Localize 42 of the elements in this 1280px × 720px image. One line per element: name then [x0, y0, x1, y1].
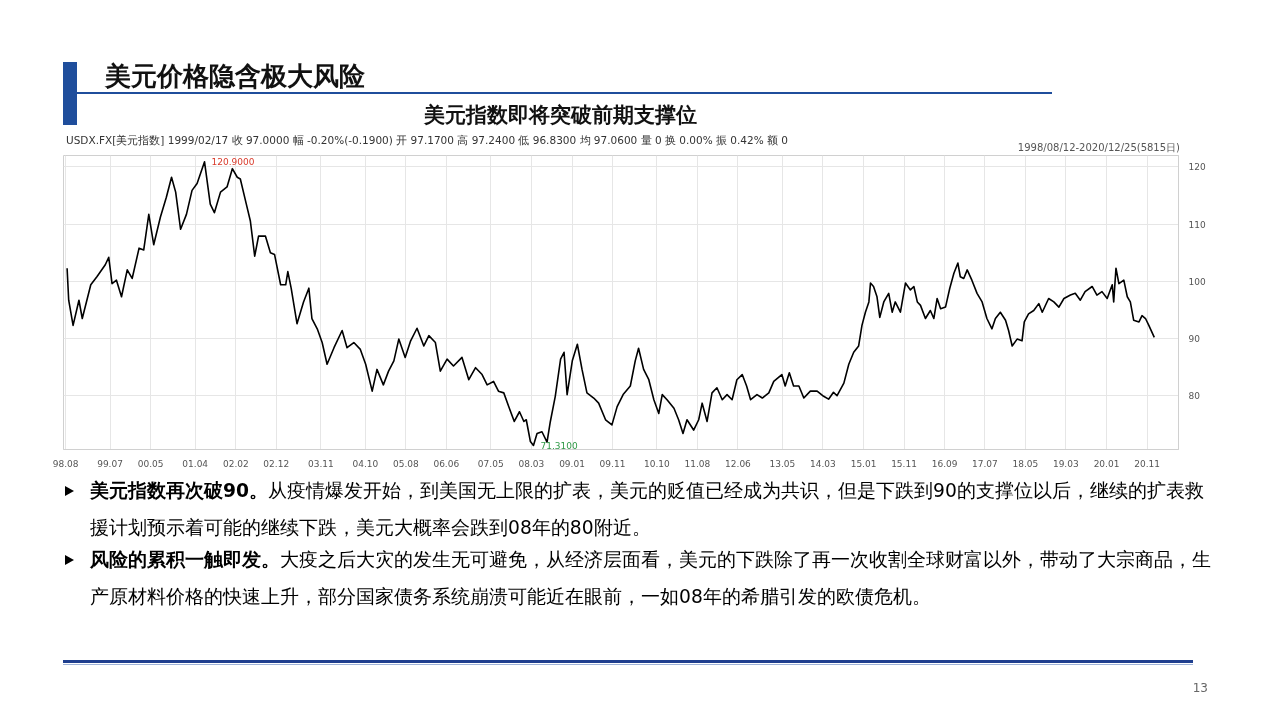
x-tick-label: 10.10: [644, 458, 671, 469]
x-tick-label: 18.05: [1012, 458, 1039, 469]
x-tick-label: 09.01: [559, 458, 585, 469]
x-tick-label: 14.03: [809, 458, 836, 469]
y-tick-label: 80: [1188, 391, 1201, 402]
x-tick-label: 02.12: [263, 458, 290, 469]
chart-subtitle: 美元指数即将突破前期支撑位: [423, 103, 697, 127]
x-tick-label: 06.06: [433, 458, 460, 469]
x-tick-label: 16.09: [931, 458, 958, 469]
x-tick-label: 20.11: [1134, 458, 1160, 469]
x-tick-label: 02.02: [223, 458, 249, 469]
x-tick-label: 20.01: [1093, 458, 1120, 469]
text: 风险的累积一触即发。大疫之后大灾的发生无可避免，从经济层面看，美元的下跌除了再一次收割全球财富以外，带动了大宗商品，生产原材料价格的快速上升，部分国家债务系统崩溃可能近在眼前，一如08年的希腊引发的欧债危机。: [90, 549, 1211, 607]
y-tick-label: 110: [1188, 219, 1206, 230]
x-tick-label: 03.11: [307, 458, 334, 469]
x-tick-label: 15.01: [850, 458, 877, 469]
x-tick-label: 98.08: [52, 458, 79, 469]
x-tick-label: 11.08: [684, 458, 711, 469]
x-tick-label: 00.05: [137, 458, 164, 469]
text: 13: [1192, 681, 1208, 695]
x-tick-label: 04.10: [352, 458, 379, 469]
text: 美元指数再次破90。从疫情爆发开始，到美国无上限的扩表，美元的贬值已经成为共识，但是下跌到90的支撑位以后，继续的扩表救援计划预示着可能的继续下跌，美元大概率会跌到08年的80附近。: [90, 480, 1204, 538]
line-series: [66, 160, 1156, 447]
x-tick-label: 12.06: [725, 458, 752, 469]
x-tick-label: 09.11: [599, 458, 626, 469]
annotation: 71.3100: [540, 440, 578, 451]
y-tick-label: 120: [1188, 162, 1206, 173]
x-tick-label: 05.08: [392, 458, 420, 469]
x-tick-label: 99.07: [97, 458, 123, 469]
y-tick-label: 90: [1188, 334, 1201, 345]
x-tick-label: 17.07: [972, 458, 998, 469]
x-tick-label: 08.03: [518, 458, 545, 469]
text: 1998/08/12-2020/12/25(5815日): [1017, 142, 1180, 153]
annotation: 120.9000: [211, 157, 255, 168]
chart-title: 美元价格隐含极大风险: [105, 61, 365, 91]
x-tick-label: 19.03: [1052, 458, 1079, 469]
y-tick-label: 100: [1188, 276, 1206, 287]
x-tick-label: 07.05: [477, 458, 504, 469]
x-tick-label: 13.05: [769, 458, 796, 469]
text: USDX.FX[美元指数] 1999/02/17 收 97.0000 幅 -0.20%(-0.1900) 开 97.1700 高 97.2400 低 96.8300 均 97.0600 量 0 换 0.00% 振 0.42% 额 0: [66, 134, 789, 146]
x-tick-label: 15.11: [891, 458, 917, 469]
x-tick-label: 01.04: [182, 458, 209, 469]
